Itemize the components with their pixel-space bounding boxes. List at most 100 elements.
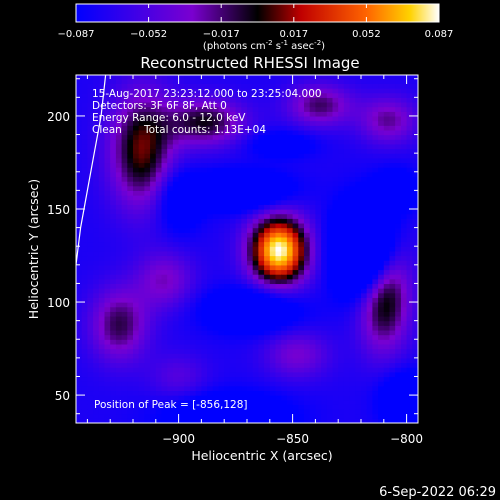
heatmap-cell: [235, 306, 242, 312]
heatmap-cell: [378, 97, 385, 103]
heatmap-cell: [178, 88, 185, 94]
heatmap-cell: [355, 311, 362, 317]
heatmap-cell: [349, 129, 356, 136]
heatmap-cell: [383, 181, 391, 187]
heatmap-cell: [275, 297, 282, 303]
heatmap-cell: [395, 134, 402, 140]
heatmap-cell: [309, 246, 316, 252]
heatmap-cell: [104, 75, 111, 80]
heatmap-cell: [195, 269, 202, 275]
heatmap-cell: [212, 348, 220, 354]
heatmap-cell: [338, 302, 345, 308]
heatmap-cell: [304, 390, 311, 396]
heatmap-cell: [241, 329, 248, 336]
heatmap-cell: [201, 181, 208, 187]
heatmap-cell: [224, 199, 231, 205]
heatmap-cell: [144, 390, 151, 396]
heatmap-cell: [304, 115, 311, 122]
heatmap-cell: [201, 409, 208, 415]
heatmap-cell: [224, 343, 231, 350]
heatmap-cell: [212, 111, 220, 117]
heatmap-cell: [343, 176, 351, 182]
heatmap-cell: [349, 343, 356, 350]
heatmap-cell: [218, 320, 225, 326]
heatmap-cell: [378, 288, 385, 294]
heatmap-cell: [315, 367, 322, 373]
heatmap-cell: [172, 83, 180, 89]
heatmap-cell: [133, 153, 140, 159]
heatmap-cell: [389, 134, 396, 140]
heatmap-cell: [412, 143, 418, 150]
heatmap-cell: [207, 176, 214, 182]
heatmap-cell: [332, 157, 339, 164]
heatmap-cell: [212, 315, 220, 322]
heatmap-cell: [338, 97, 345, 103]
heatmap-cell: [412, 157, 418, 164]
heatmap-cell: [389, 157, 396, 164]
heatmap-cell: [190, 162, 197, 168]
heatmap-cell: [144, 199, 151, 205]
heatmap-cell: [110, 339, 117, 345]
heatmap-cell: [298, 274, 305, 280]
heatmap-cell: [315, 162, 322, 168]
heatmap-cell: [178, 101, 185, 108]
heatmap-cell: [275, 236, 282, 243]
heatmap-cell: [298, 385, 305, 392]
heatmap-cell: [133, 381, 140, 387]
heatmap-cell: [93, 120, 100, 126]
heatmap-cell: [321, 339, 328, 345]
heatmap-cell: [81, 250, 88, 257]
heatmap-cell: [190, 78, 197, 84]
heatmap-cell: [172, 334, 180, 340]
heatmap-cell: [275, 246, 282, 252]
heatmap-cell: [343, 195, 351, 201]
heatmap-cell: [349, 418, 356, 423]
heatmap-cell: [326, 274, 334, 280]
heatmap-cell: [241, 120, 248, 126]
heatmap-cell: [138, 218, 145, 224]
heatmap-cell: [167, 343, 174, 350]
heatmap-cell: [395, 143, 402, 150]
heatmap-cell: [235, 381, 242, 387]
heatmap-cell: [286, 120, 294, 126]
heatmap-cell: [258, 292, 265, 298]
heatmap-cell: [389, 302, 396, 308]
heatmap-cell: [372, 232, 379, 238]
heatmap-cell: [190, 311, 197, 317]
heatmap-cell: [315, 125, 322, 131]
heatmap-cell: [224, 111, 231, 117]
heatmap-cell: [372, 302, 379, 308]
heatmap-cell: [252, 413, 259, 419]
heatmap-cell: [155, 199, 163, 205]
heatmap-cell: [150, 162, 157, 168]
heatmap-cell: [167, 143, 174, 150]
heatmap-cell: [412, 306, 418, 312]
heatmap-cell: [275, 106, 282, 112]
heatmap-cell: [229, 167, 237, 173]
heatmap-cell: [201, 367, 208, 373]
heatmap-cell: [349, 381, 356, 387]
heatmap-cell: [161, 385, 168, 392]
heatmap-cell: [366, 83, 373, 89]
heatmap-cell: [298, 288, 305, 294]
heatmap-cell: [338, 395, 345, 401]
heatmap-cell: [269, 343, 277, 350]
heatmap-cell: [281, 236, 288, 243]
heatmap-cell: [229, 125, 237, 131]
heatmap-cell: [104, 97, 111, 103]
heatmap-cell: [258, 83, 265, 89]
heatmap-cell: [155, 357, 163, 364]
heatmap-cell: [269, 339, 277, 345]
heatmap-cell: [110, 399, 117, 405]
heatmap-cell: [195, 92, 202, 98]
heatmap-cell: [355, 413, 362, 419]
heatmap-cell: [304, 367, 311, 373]
heatmap-cell: [395, 115, 402, 122]
heatmap-cell: [190, 97, 197, 103]
heatmap-cell: [247, 399, 254, 405]
heatmap-cell: [361, 381, 368, 387]
heatmap-cell: [224, 157, 231, 164]
heatmap-cell: [389, 357, 396, 364]
heatmap-cell: [372, 399, 379, 405]
heatmap-cell: [224, 143, 231, 150]
